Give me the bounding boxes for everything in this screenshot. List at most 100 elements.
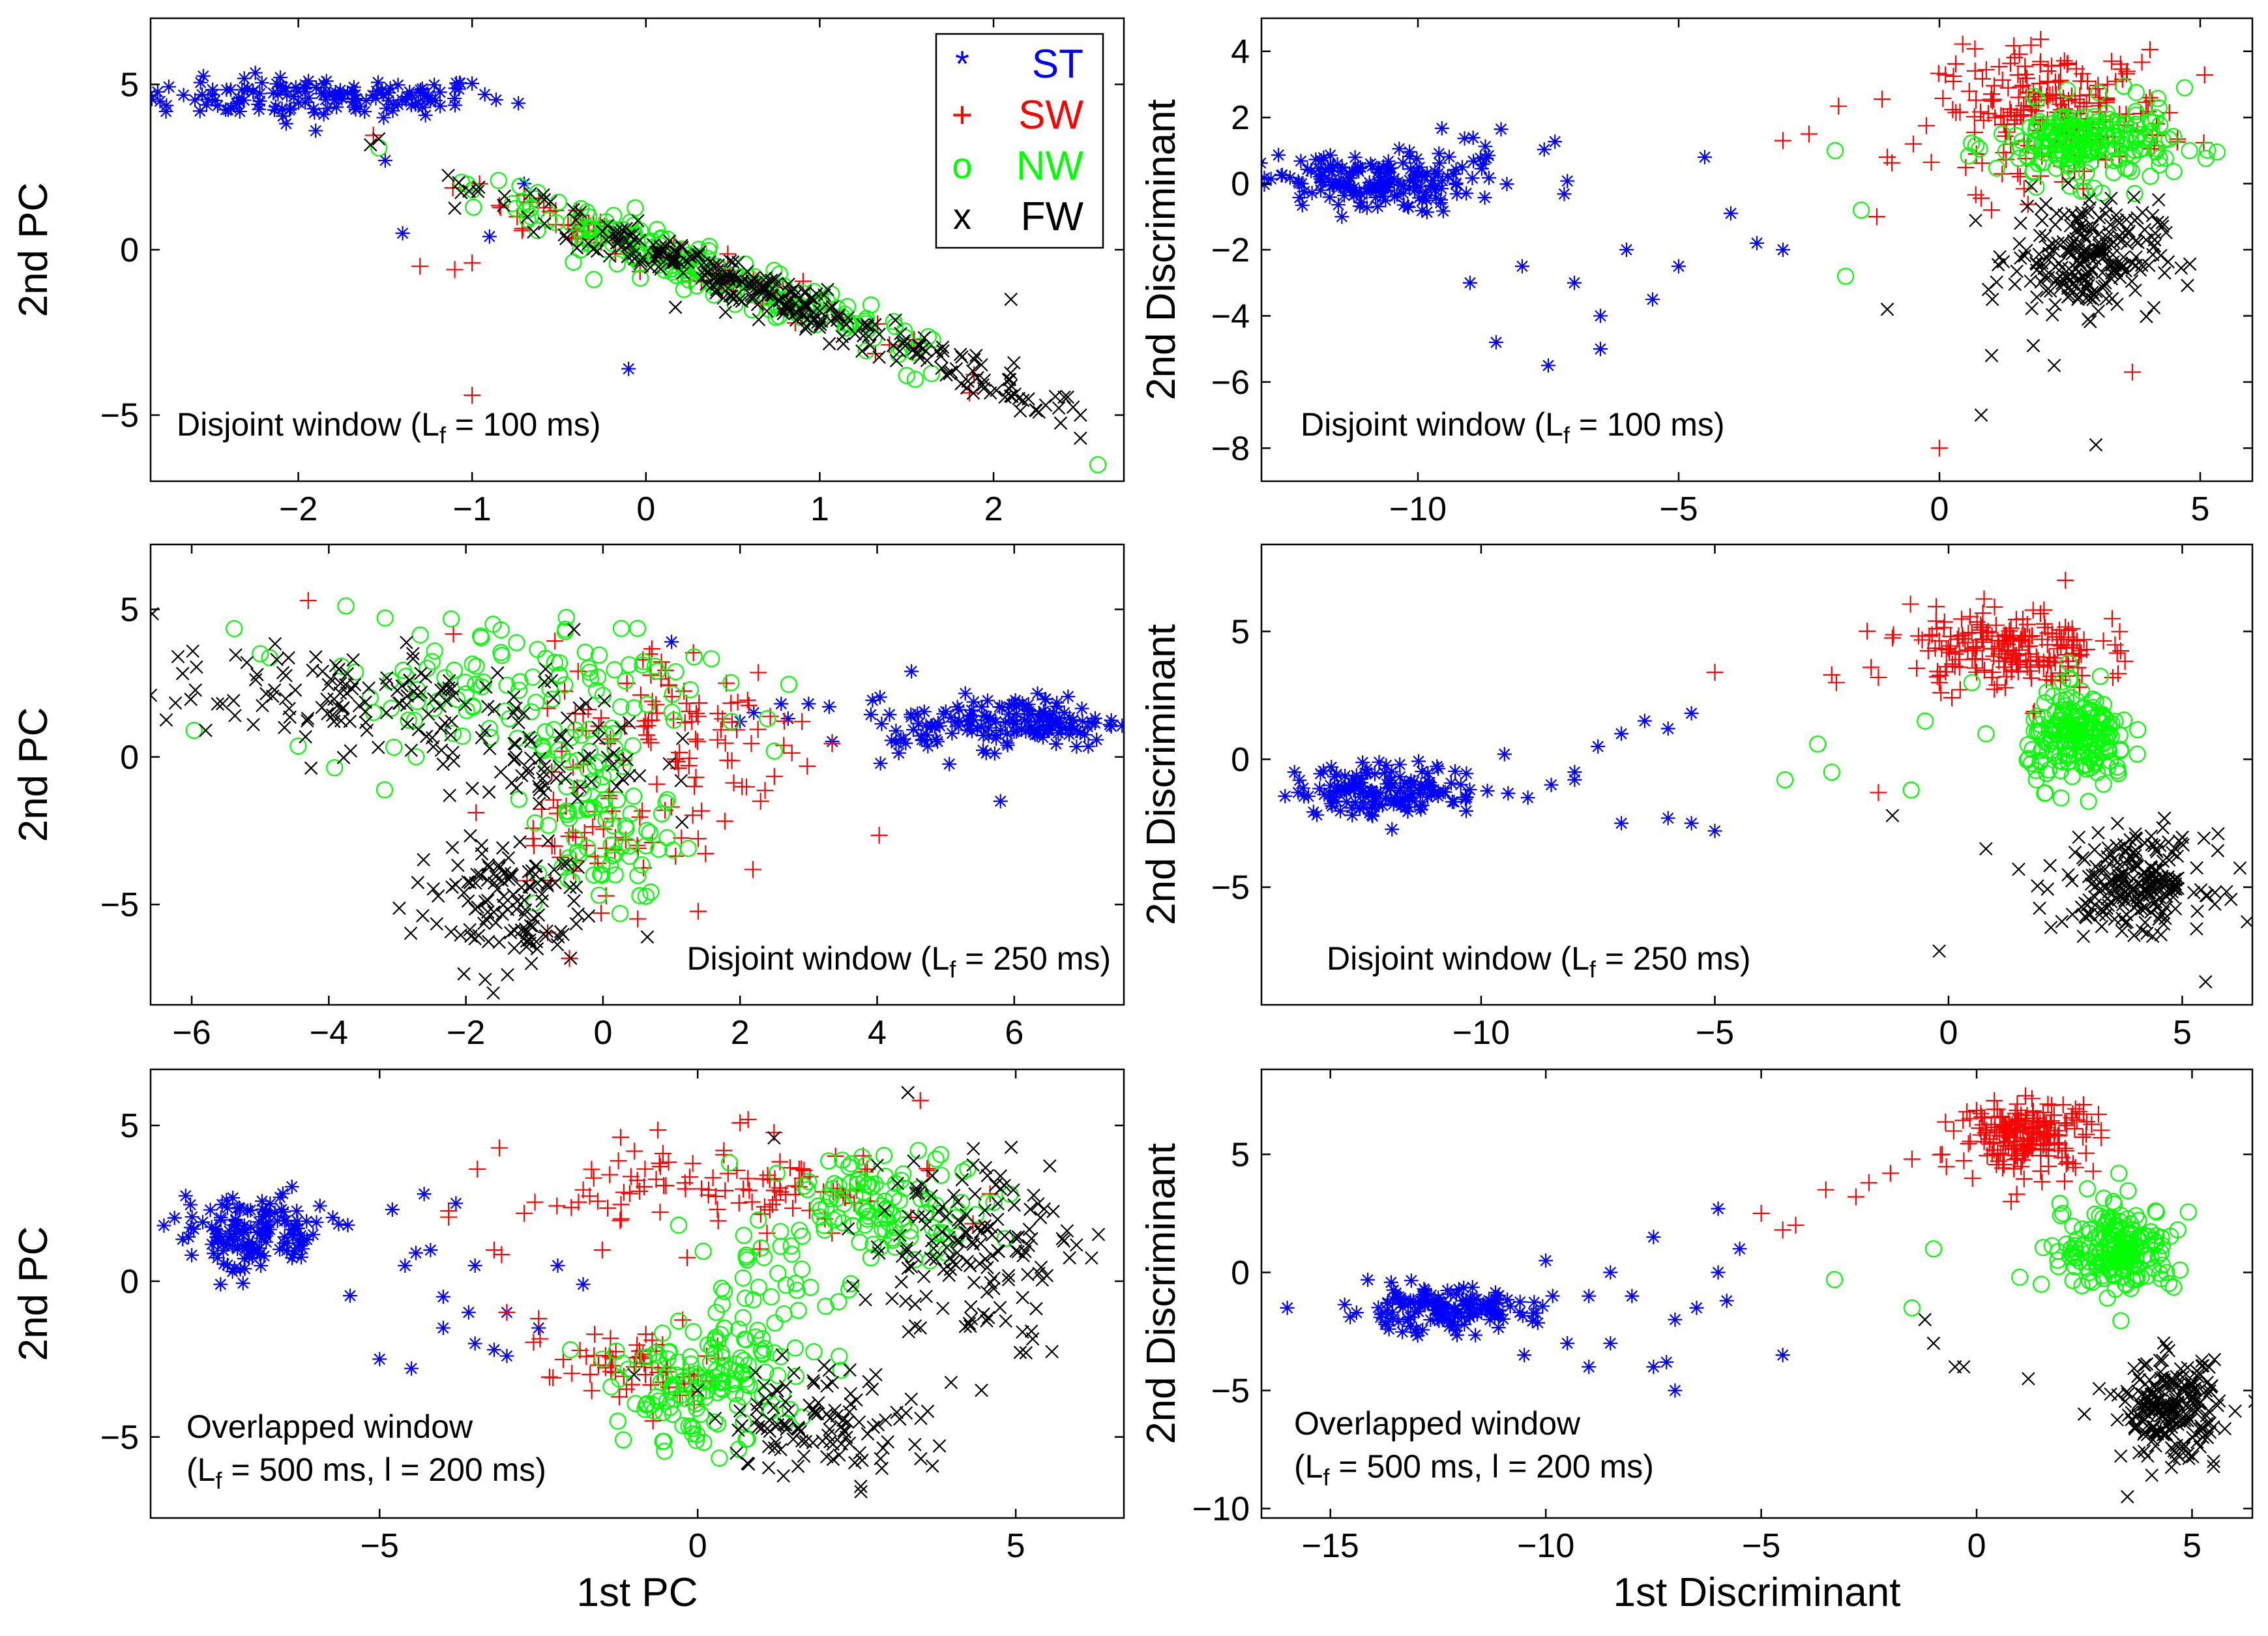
data-point [1366, 789, 1381, 804]
data-point [556, 857, 570, 871]
data-point [643, 640, 660, 658]
data-point [377, 153, 392, 168]
data-point [676, 1390, 694, 1407]
data-point [816, 1221, 833, 1239]
data-point [749, 721, 767, 738]
data-point [1497, 747, 1512, 762]
data-point [779, 1380, 793, 1393]
data-point [1455, 160, 1470, 175]
y-tick-label: 5 [120, 1107, 139, 1145]
data-point [2003, 661, 2020, 679]
data-point [993, 1301, 1007, 1315]
data-point [1372, 754, 1387, 769]
data-point [683, 250, 698, 264]
data-point [1334, 209, 1349, 224]
data-point [161, 80, 176, 95]
data-point [547, 863, 561, 876]
data-point [490, 1139, 508, 1157]
data-point [1525, 1314, 1540, 1329]
data-point [1684, 706, 1699, 721]
data-point [181, 1230, 196, 1245]
data-point [915, 1178, 930, 1191]
data-point [1402, 149, 1417, 164]
data-point [746, 705, 761, 720]
data-point [1603, 1265, 1618, 1280]
data-point [1977, 725, 1995, 743]
data-point [1011, 1245, 1025, 1259]
data-point [966, 1237, 980, 1251]
data-point [1732, 1242, 1747, 1257]
data-point [1373, 172, 1388, 187]
data-point [2034, 201, 2048, 216]
data-point [2063, 689, 2080, 706]
data-point [2092, 244, 2106, 258]
data-point [859, 1292, 872, 1307]
data-point [1974, 604, 1992, 622]
data-point [501, 851, 516, 865]
data-point [586, 757, 604, 775]
data-point [167, 1210, 182, 1225]
data-point [1415, 1322, 1430, 1337]
data-point [471, 900, 484, 914]
data-point [2091, 120, 2108, 138]
data-point [2138, 836, 2152, 850]
data-point [963, 709, 978, 724]
series-ST [156, 1179, 591, 1376]
data-point [402, 673, 417, 687]
data-point [1462, 782, 1477, 797]
data-point [2024, 741, 2041, 758]
data-point [909, 1186, 922, 1200]
data-point [340, 1217, 355, 1232]
data-point [615, 749, 633, 766]
data-point [254, 1231, 269, 1246]
data-point [489, 93, 504, 108]
data-point [2160, 104, 2178, 121]
data-point [2093, 184, 2111, 202]
data-point [1391, 1289, 1406, 1304]
y-tick-label: 5 [120, 66, 139, 104]
data-point [434, 743, 449, 757]
y-tick-label: 5 [120, 591, 139, 629]
data-point [1291, 785, 1306, 800]
data-point [1475, 1297, 1490, 1312]
data-point [523, 734, 538, 749]
data-point [2044, 121, 2061, 139]
data-point [213, 1213, 228, 1228]
data-point [1593, 308, 1608, 323]
data-point [301, 74, 316, 89]
data-point [875, 1461, 889, 1476]
data-point [1868, 208, 1885, 226]
data-point [1885, 626, 1902, 644]
data-point [1001, 1269, 1016, 1283]
data-point [469, 1160, 486, 1178]
data-point [2084, 877, 2099, 891]
data-point [272, 79, 287, 94]
data-point [1324, 760, 1339, 775]
data-point [1415, 193, 1430, 208]
data-point [621, 361, 636, 376]
data-point [960, 714, 975, 729]
data-point [536, 771, 550, 786]
data-point [560, 827, 578, 845]
data-point [2043, 625, 2061, 642]
data-point [2095, 721, 2113, 739]
data-point [1539, 1253, 1554, 1268]
data-point [226, 694, 241, 707]
data-point [1689, 1300, 1704, 1315]
data-point [2095, 1189, 2113, 1207]
data-point [613, 226, 626, 239]
data-point [1069, 739, 1084, 754]
data-point [556, 927, 570, 942]
data-point [898, 366, 915, 384]
data-point [2123, 1247, 2141, 1264]
data-point [2005, 111, 2023, 128]
data-point [1411, 783, 1426, 798]
data-point [452, 76, 467, 91]
data-point [2083, 251, 2097, 265]
data-point [232, 104, 247, 119]
data-point [540, 879, 554, 893]
data-point [2049, 640, 2067, 657]
data-point [1954, 35, 1971, 53]
data-point [515, 769, 529, 782]
